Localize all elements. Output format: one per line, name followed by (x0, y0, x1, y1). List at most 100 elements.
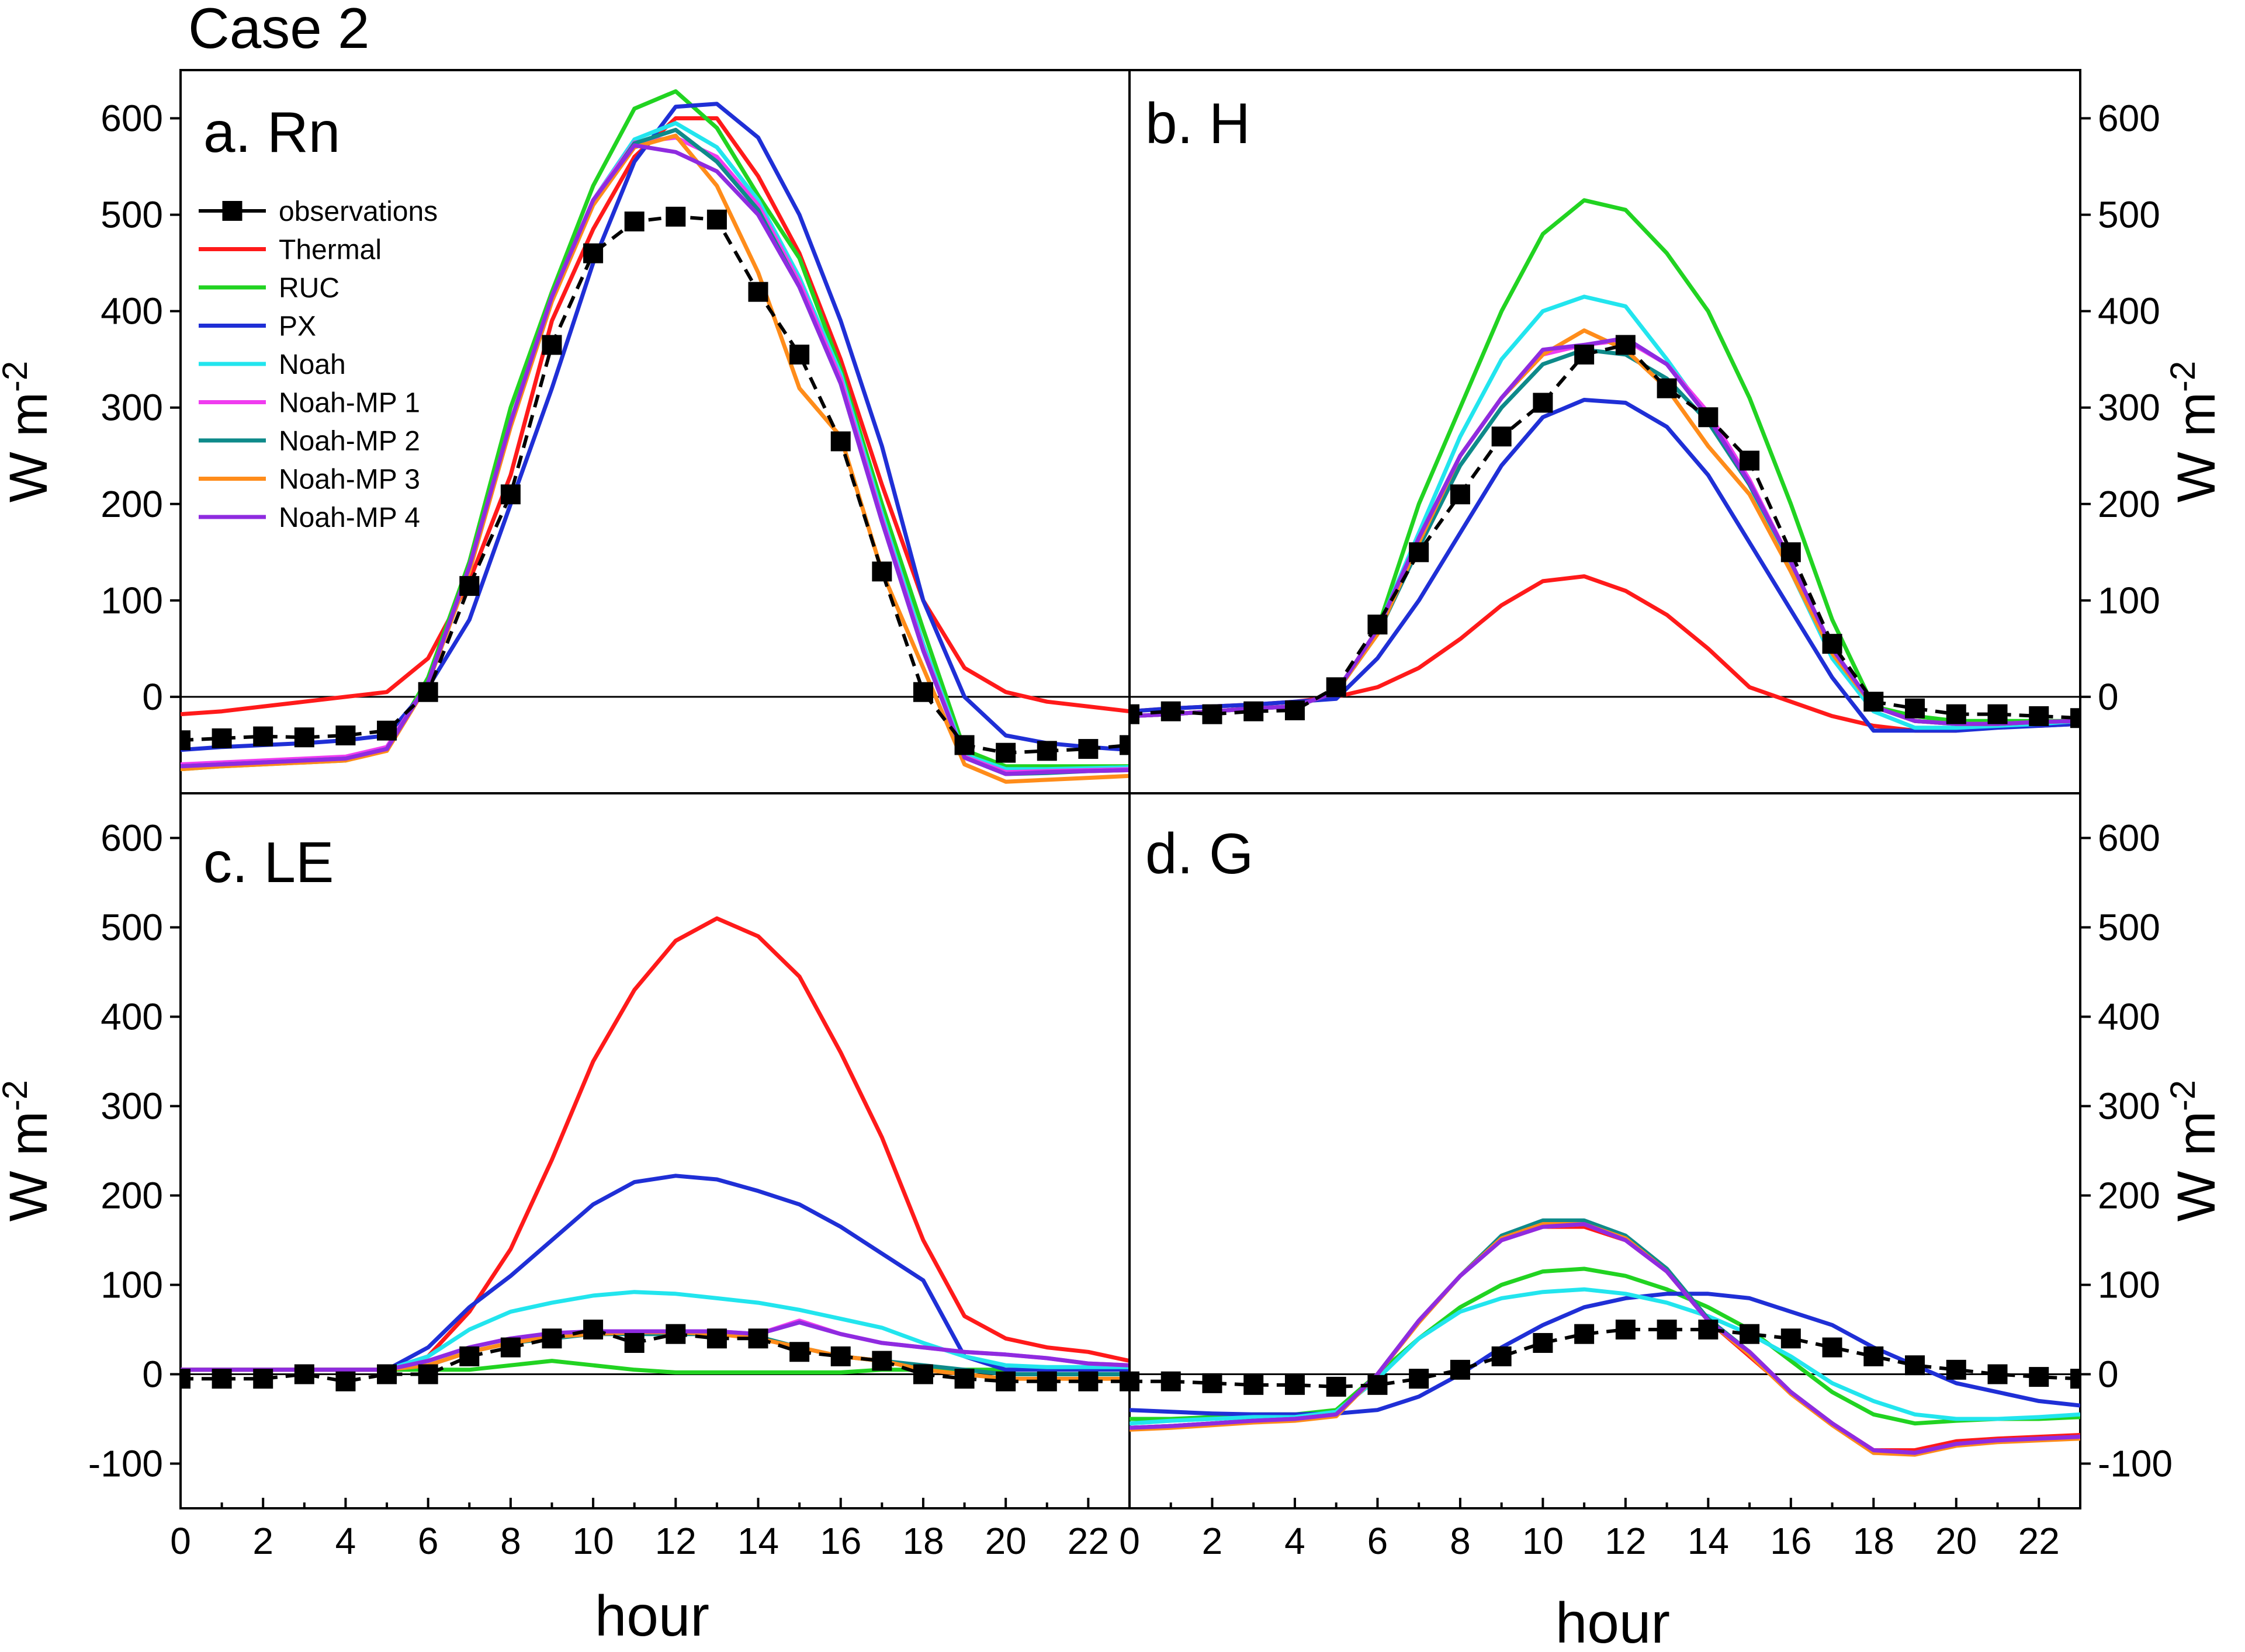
observation-marker (1160, 1371, 1181, 1391)
observation-marker (706, 1328, 727, 1349)
x-tick-label: 6 (418, 1520, 439, 1562)
observation-marker (253, 1369, 273, 1389)
y-axis-labels: W m-2W m-2W m-2W m-2 (0, 361, 2226, 1221)
observation-marker (666, 206, 686, 227)
observation-marker (1740, 450, 1760, 471)
observation-marker (1863, 692, 1884, 712)
y-tick-label: 100 (101, 1264, 163, 1306)
y-tick-label: 400 (101, 290, 163, 332)
observation-marker (1202, 704, 1222, 724)
y-tick-label: 400 (2098, 996, 2160, 1038)
series-line-noah-mp-4 (181, 143, 1130, 776)
x-tick-label: 0 (1119, 1520, 1140, 1562)
series-line-noah-mp-4 (1130, 336, 2080, 726)
observation-marker (748, 282, 768, 302)
observation-marker (500, 1337, 521, 1358)
panel-title: d. G (1145, 821, 1253, 886)
observation-marker (418, 1364, 438, 1384)
y-tick-label: 600 (101, 817, 163, 859)
x-tick-label: 2 (252, 1520, 273, 1562)
observation-marker (1243, 1375, 1264, 1395)
observation-marker (1863, 1346, 1884, 1366)
observation-marker (418, 682, 438, 702)
y-tick-label: 0 (142, 676, 163, 718)
y-tick-label: 400 (101, 996, 163, 1038)
panel-title: a. Rn (203, 100, 340, 164)
plot-frame (1128, 69, 2081, 794)
unit-sup: -2 (0, 361, 34, 392)
figure-title: Case 2 (188, 0, 370, 60)
observation-marker (1533, 393, 1553, 413)
x-tick-label: 0 (170, 1520, 191, 1562)
y-tick-label: 100 (101, 579, 163, 622)
observation-marker (913, 682, 933, 702)
series-group (181, 916, 1130, 1391)
x-tick-label: 18 (902, 1520, 944, 1562)
legend-marker (222, 201, 242, 221)
observation-marker (1450, 484, 1470, 505)
unit-main: W m (2167, 392, 2226, 502)
x-tick-label: 12 (655, 1520, 697, 1562)
y-tick-label: 0 (142, 1353, 163, 1396)
series-line-thermal (181, 916, 1130, 1372)
observation-marker (459, 1346, 480, 1366)
observation-marker (253, 726, 273, 747)
observation-marker (1657, 378, 1677, 398)
panel-d: -100 0 100 200 300 400 500 600 0 2 4 6 8 10 12 14 16 18 20… (1119, 792, 2173, 1562)
y-tick-label: 300 (2098, 1085, 2160, 1127)
observation-marker (1987, 1364, 2008, 1384)
unit-main: W m (0, 392, 58, 502)
legend-item-noah-mp-3: Noah-MP 3 (199, 464, 420, 495)
observation-marker (1905, 1355, 1925, 1376)
observation-marker (748, 1328, 768, 1349)
y-axis-unit-left-top: W m-2 (0, 361, 58, 502)
observation-marker (500, 484, 521, 505)
y-axis-unit-right-top: W m-2 (2163, 361, 2226, 502)
y-tick-label: 300 (101, 387, 163, 429)
observation-marker (1409, 542, 1429, 563)
observation-marker (542, 335, 562, 355)
y-tick-label: 600 (101, 98, 163, 140)
observation-marker (2029, 706, 2049, 726)
series-line-px (1130, 1292, 2080, 1417)
observation-marker (624, 1332, 645, 1353)
series-line-noah-mp-1 (1130, 338, 2080, 726)
observation-marker (181, 730, 190, 751)
x-tick-label: 4 (335, 1520, 356, 1562)
observation-marker (1698, 407, 1719, 428)
y-tick-label: 200 (2098, 483, 2160, 525)
x-axis-label-left: hour (595, 1584, 709, 1648)
x-tick-label: 10 (572, 1520, 614, 1562)
observation-marker (1243, 701, 1264, 721)
observation-marker (872, 1351, 892, 1371)
x-tick-label: 6 (1367, 1520, 1388, 1562)
y-tick-label: 500 (101, 194, 163, 236)
observation-marker (954, 735, 975, 755)
observation-marker (1657, 1320, 1677, 1339)
y-axis-unit-left-bottom: W m-2 (0, 1080, 58, 1221)
observation-marker (1284, 700, 1305, 721)
observation-marker (377, 1364, 397, 1384)
observation-marker (666, 1324, 686, 1344)
observation-marker (872, 561, 892, 582)
x-tick-label: 22 (2018, 1520, 2060, 1562)
observation-marker (212, 1369, 232, 1389)
x-tick-label: 18 (1853, 1520, 1894, 1562)
series-line-noah-mp-2 (1130, 348, 2080, 726)
y-tick-label: 200 (2098, 1175, 2160, 1217)
unit-main: W m (0, 1111, 58, 1221)
y-tick-label: 0 (2098, 676, 2119, 718)
panel-b: 0 100 200 300 400 500 600 b. H (1128, 69, 2160, 794)
observation-marker (830, 431, 851, 452)
series-group (181, 89, 1130, 784)
legend-label: RUC (279, 273, 339, 304)
x-tick-label: 10 (1522, 1520, 1564, 1562)
legend: observations Thermal RUC PX Noah Noah-MP 1 Noa… (199, 196, 438, 533)
observation-marker (2070, 1369, 2080, 1389)
observation-marker (1160, 701, 1181, 721)
plot-frame (1128, 792, 2081, 1509)
observation-marker (212, 728, 232, 748)
observation-marker (954, 1369, 975, 1389)
x-tick-label: 4 (1284, 1520, 1305, 1562)
observation-marker (830, 1346, 851, 1366)
